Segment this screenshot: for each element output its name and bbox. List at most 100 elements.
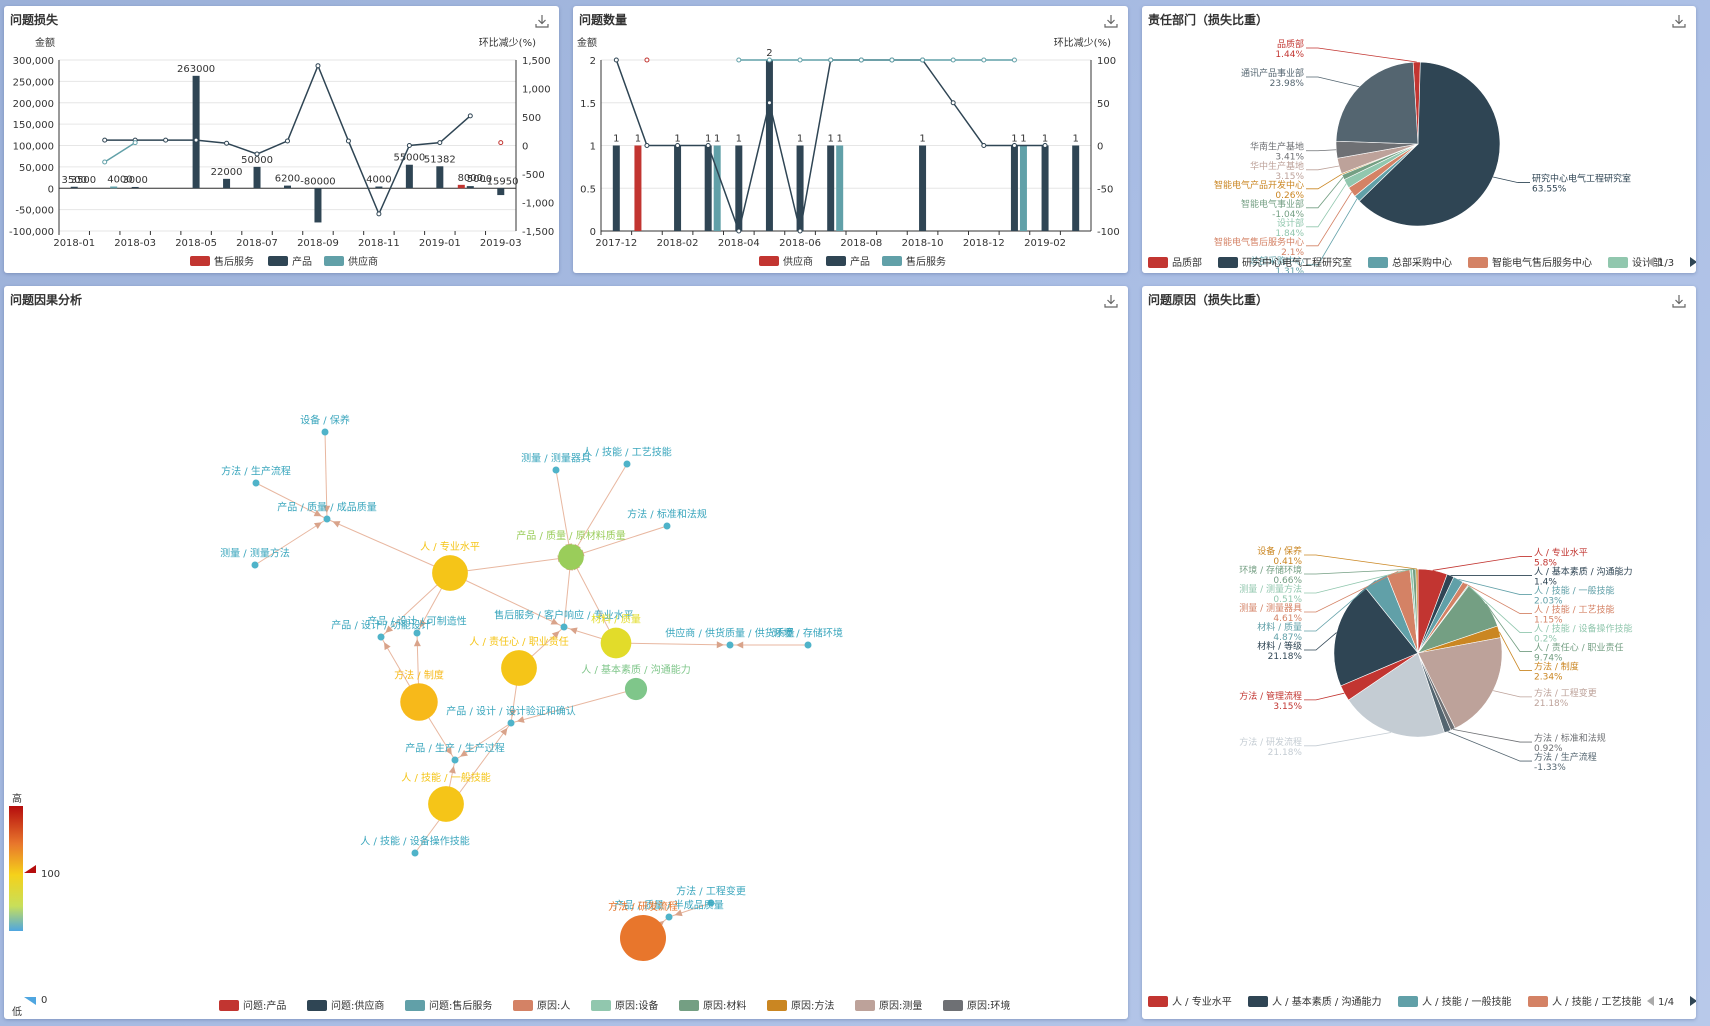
bar-售后服务 — [713, 145, 721, 231]
graph-node — [623, 460, 631, 468]
graph-node — [558, 544, 584, 570]
bar-产品 — [765, 60, 773, 231]
pie-label-pct: 1.15% — [1534, 616, 1563, 626]
download-icon[interactable] — [1672, 294, 1686, 308]
y2-tick-label: 0 — [522, 142, 528, 153]
pie-label-line — [1306, 165, 1340, 171]
pie-label-pct: 0.66% — [1273, 576, 1302, 586]
graph-edge-arrow — [551, 631, 560, 639]
y-axis-label: 金额 — [577, 36, 597, 49]
bar-产品 — [131, 186, 139, 189]
graph-node — [323, 515, 331, 523]
bar-data-label: 5000 — [467, 174, 492, 185]
graph-node — [507, 719, 515, 727]
graph-node-label: 人 / 专业水平 — [420, 540, 480, 553]
graph-edge-arrow — [674, 909, 683, 917]
bar-data-label: 1 — [837, 134, 843, 145]
graph-node — [428, 786, 464, 822]
graph-edge-arrow — [448, 765, 456, 774]
x-tick-label: 2018-01 — [53, 238, 95, 249]
pie-label-line — [1306, 47, 1417, 63]
bar-data-label: 2 — [766, 48, 772, 59]
pie-label-line — [1306, 76, 1360, 88]
legend-label: 原因:人 — [537, 1000, 570, 1012]
pie-label-pct: -1.04% — [1272, 210, 1304, 220]
pie-slice — [1358, 61, 1501, 227]
bar-data-label: 4000 — [107, 175, 132, 186]
y-tick-label: 1 — [590, 142, 596, 153]
bar-data-label: 1 — [635, 134, 641, 145]
pie-label-name: 智能电气售后服务中心 — [1214, 236, 1304, 248]
bar-data-label: 8000 — [458, 173, 483, 184]
pie-label-line — [1304, 692, 1345, 701]
bar-产品 — [466, 186, 474, 189]
legend-swatch — [1398, 996, 1418, 1007]
download-icon[interactable] — [1104, 14, 1118, 28]
legend-label: 产品 — [292, 255, 312, 268]
legend-swatch — [1468, 257, 1488, 268]
bar-data-label: 51382 — [424, 154, 456, 165]
pie-label-line — [1465, 583, 1532, 614]
line-point — [920, 57, 926, 63]
pie-label-pct: 0.92% — [1534, 744, 1563, 754]
x-tick-label: 2018-05 — [175, 238, 217, 249]
pie-label-pct: 23.98% — [1270, 79, 1305, 89]
line-point — [437, 140, 443, 146]
pie-label-pct: 2.03% — [1534, 597, 1563, 607]
pie-label-name: 总部采购中心 — [1250, 255, 1304, 267]
y-axis-label: 金额 — [35, 36, 55, 49]
legend-label: 人 / 技能 / 一般技能 — [1422, 995, 1511, 1008]
line-point — [766, 100, 772, 106]
graph-edge-arrow — [716, 641, 725, 649]
download-icon[interactable] — [1104, 294, 1118, 308]
graph-edge-arrow — [569, 627, 578, 635]
graph-node — [377, 633, 385, 641]
pie-label-name: 方法 / 管理流程 — [1239, 690, 1302, 702]
pie-label-name: 人 / 专业水平 — [1534, 547, 1588, 559]
y-tick-label: 2 — [590, 56, 596, 67]
pie-label-line — [1485, 603, 1532, 652]
legend-swatch — [882, 256, 902, 266]
pie-label-name: 人 / 基本素质 / 沟通能力 — [1534, 566, 1633, 578]
graph-edge — [326, 518, 451, 574]
pie-label-line — [1498, 631, 1532, 671]
bar-data-label: 1 — [736, 134, 742, 145]
graph-node-label: 人 / 基本素质 / 沟通能力 — [581, 663, 690, 676]
legend-swatch — [826, 256, 846, 266]
pie-label-name: 方法 / 工程变更 — [1534, 687, 1597, 699]
line-point — [736, 228, 742, 234]
legend-label: 问题:售后服务 — [429, 999, 492, 1012]
legend-swatch — [513, 1000, 533, 1011]
dept-panel-title: 责任部门（损失比重） — [1148, 13, 1269, 27]
bar-售后服务 — [836, 145, 844, 231]
graph-node-label: 产品 / 设计 / 设计验证和确认 — [446, 705, 575, 718]
graph-node — [501, 650, 537, 686]
line-point — [736, 57, 742, 63]
legend-label: 总部采购中心 — [1392, 256, 1452, 269]
graph-edge — [449, 572, 565, 628]
graph-node-label: 人 / 技能 / 一般技能 — [401, 771, 490, 784]
pie-label-line — [1447, 731, 1532, 762]
pie-label-name: 材料 / 等级 — [1257, 640, 1302, 652]
pie-label-pct: 63.55% — [1532, 185, 1567, 195]
pie-label-line — [1304, 632, 1337, 651]
legend-swatch — [268, 256, 288, 266]
download-icon[interactable] — [1672, 14, 1686, 28]
graph-node — [400, 683, 438, 721]
bar-产品 — [70, 186, 78, 189]
line-point — [498, 140, 504, 146]
legend-label: 原因:设备 — [615, 999, 658, 1012]
pie-label-line — [1458, 579, 1532, 595]
line-point — [1011, 57, 1017, 63]
y-tick-label: 1.5 — [580, 99, 596, 110]
bar-data-label: 263000 — [177, 64, 215, 75]
graph-panel: 问题因果分析 设备 / 保养 方法 / 生产流程 产品 / 质量 / 成品质量 测量 … — [4, 286, 1128, 1019]
y2-tick-label: 0 — [1097, 142, 1103, 153]
pie-label-name: 方法 / 研发流程 — [1239, 736, 1302, 748]
legend-next-icon — [1690, 257, 1696, 267]
download-icon[interactable] — [535, 14, 549, 28]
bar-data-label: -80000 — [300, 176, 335, 187]
pie-label-line — [1304, 580, 1376, 632]
count-chart: 2 1.5 1 0.5 0 100 50 0 -50 -100 金额 环比减少(%) 2017-12 20… — [577, 36, 1120, 268]
